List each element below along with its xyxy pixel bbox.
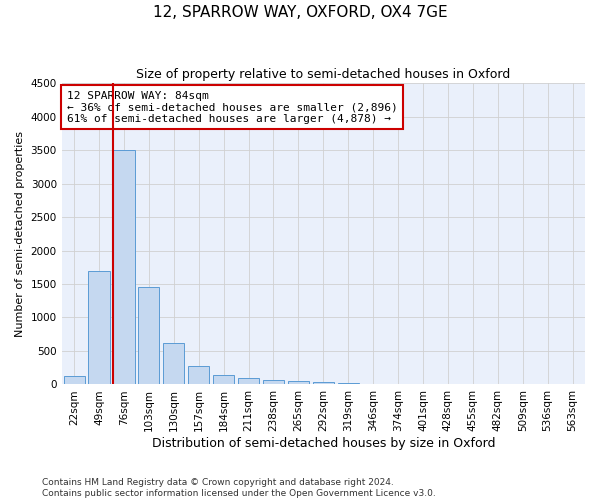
Bar	[313, 382, 334, 384]
Text: 12 SPARROW WAY: 84sqm
← 36% of semi-detached houses are smaller (2,896)
61% of s: 12 SPARROW WAY: 84sqm ← 36% of semi-deta…	[67, 90, 398, 124]
Bar	[64, 376, 85, 384]
Bar	[138, 288, 160, 384]
Bar	[263, 380, 284, 384]
Bar	[338, 383, 359, 384]
Bar	[113, 150, 134, 384]
Bar	[188, 366, 209, 384]
Bar	[163, 343, 184, 384]
Text: 12, SPARROW WAY, OXFORD, OX4 7GE: 12, SPARROW WAY, OXFORD, OX4 7GE	[152, 5, 448, 20]
Bar	[238, 378, 259, 384]
Text: Contains HM Land Registry data © Crown copyright and database right 2024.
Contai: Contains HM Land Registry data © Crown c…	[42, 478, 436, 498]
Bar	[88, 270, 110, 384]
X-axis label: Distribution of semi-detached houses by size in Oxford: Distribution of semi-detached houses by …	[152, 437, 495, 450]
Title: Size of property relative to semi-detached houses in Oxford: Size of property relative to semi-detach…	[136, 68, 511, 80]
Bar	[288, 381, 309, 384]
Y-axis label: Number of semi-detached properties: Number of semi-detached properties	[15, 131, 25, 337]
Bar	[213, 374, 234, 384]
